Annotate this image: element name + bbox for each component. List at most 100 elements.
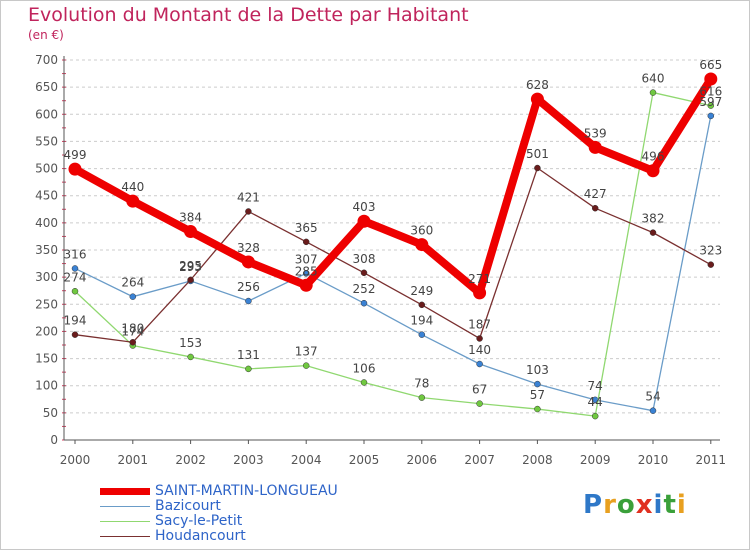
y-tick-label: 500 [35,162,58,176]
data-point [302,270,310,277]
x-tick-label: 2011 [696,453,727,467]
data-label: 496 [642,150,665,164]
data-label: 403 [353,200,376,214]
data-label: 194 [64,314,87,328]
data-point [129,339,137,346]
data-label: 54 [645,390,660,404]
data-point [418,394,426,401]
logo-letter: r [603,490,617,520]
y-tick-label: 350 [35,243,58,257]
y-tick-label: 0 [50,433,58,447]
y-tick-label: 550 [35,134,58,148]
data-label: 44 [588,395,603,409]
y-tick-label: 400 [35,216,58,230]
data-label: 285 [295,264,318,278]
legend-label: SAINT-MARTIN-LONGUEAU [155,483,338,499]
data-point [302,238,310,246]
data-point [241,255,255,269]
x-tick-label: 2002 [175,453,206,467]
data-label: 597 [699,95,722,109]
data-point [707,261,715,268]
data-point [591,204,599,212]
y-tick-label: 200 [35,324,58,338]
logo-letter: o [616,490,636,520]
data-label: 440 [121,180,144,194]
x-tick-label: 2005 [349,453,380,467]
data-point [649,89,657,96]
legend-swatch-sacy-le-petit [100,521,150,522]
chart-title: Evolution du Montant de la Dette par Hab… [28,4,469,26]
data-point [126,194,140,208]
legend-swatch-houdancourt [100,536,150,537]
proxiti-logo: Proxiti [583,490,687,520]
data-label: 539 [584,126,607,140]
series-line-bazicourt [74,115,712,412]
data-label: 74 [588,379,603,393]
data-point [129,293,137,300]
data-point [302,362,310,369]
data-label: 174 [121,325,144,339]
data-point [415,238,429,252]
data-label: 360 [410,224,433,238]
data-point [646,164,660,178]
data-label: 106 [353,361,376,375]
y-tick-label: 150 [35,352,58,366]
data-point [71,288,79,295]
data-label: 140 [468,343,491,357]
data-point [534,380,541,388]
data-point [184,225,198,239]
data-label: 137 [295,345,318,359]
data-label: 180 [121,321,144,335]
data-label: 256 [237,280,260,294]
data-label: 308 [353,252,376,266]
data-label: 665 [699,58,722,72]
chart-subtitle: (en €) [28,28,64,42]
series-line-sacy-le-petit [74,91,712,417]
data-point [534,405,541,413]
data-label: 252 [353,282,376,296]
data-label: 307 [295,252,318,266]
data-point [473,286,487,300]
data-point [476,335,483,342]
data-label: 67 [472,383,487,397]
data-label: 153 [179,336,202,350]
logo-letter: x [635,490,654,520]
series-line-houdancourt [74,167,712,343]
data-point [476,360,483,368]
y-tick-label: 700 [35,53,58,67]
logo-letter: i [676,490,687,520]
y-tick-label: 600 [35,107,58,121]
data-label: 274 [64,270,87,284]
data-point [588,140,602,154]
data-point [360,269,368,277]
data-point [649,407,657,414]
data-label: 384 [179,211,202,225]
data-point [360,379,368,386]
data-label: 640 [642,72,665,86]
data-label: 264 [121,276,144,290]
data-point [245,208,252,215]
x-tick-label: 2001 [118,453,149,467]
legend-swatch-saint-martin-longueau [100,488,150,495]
data-label: 427 [584,187,607,201]
y-tick-label: 300 [35,270,58,284]
data-point [476,400,483,407]
y-tick-label: 100 [35,379,58,393]
data-label: 271 [468,272,491,286]
data-label: 293 [179,260,202,274]
data-point [245,365,252,373]
data-point [357,214,371,228]
data-point [71,331,79,338]
data-point [187,276,194,284]
data-point [591,412,599,420]
data-label: 365 [295,221,318,235]
logo-letter: i [653,490,664,520]
data-label: 194 [410,314,433,328]
series-line-saint-martin-longueau [71,75,715,297]
legend-label: Sacy-le-Petit [155,513,243,529]
x-tick-label: 2009 [580,453,611,467]
x-tick-label: 2008 [522,453,553,467]
data-label: 316 [64,247,87,261]
data-label: 421 [237,190,260,204]
